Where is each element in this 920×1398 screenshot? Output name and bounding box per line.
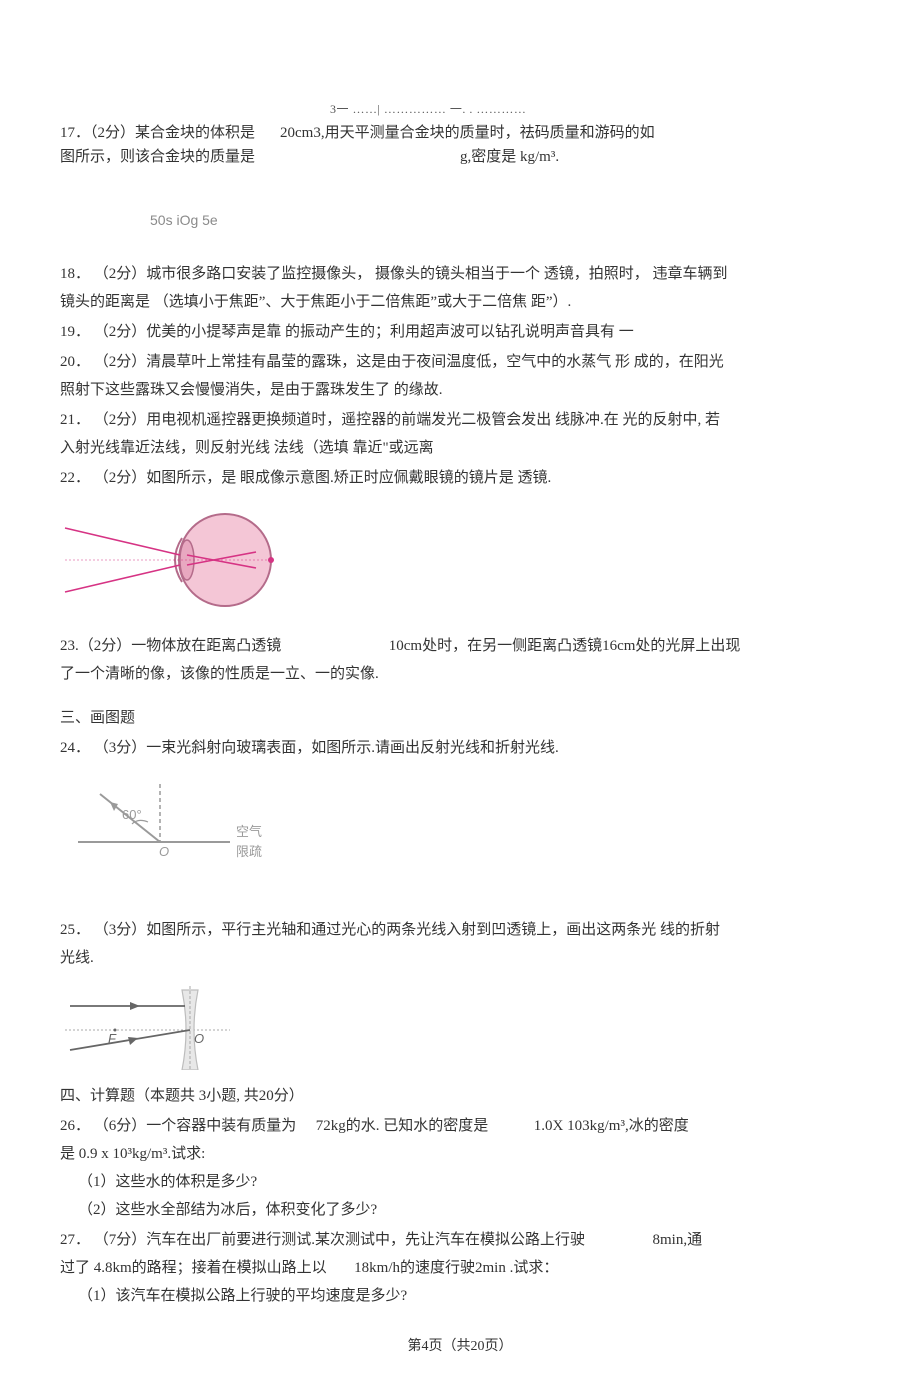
q22-line1: 22． （2分）如图所示，是 眼成像示意图.矫正时应佩戴眼镜的镜片是 透镜.: [60, 466, 860, 490]
section-3-heading: 三、画图题: [60, 706, 860, 730]
question-19: 19． （2分）优美的小提琴声是靠 的振动产生的；利用超声波可以钻孔说明声音具有…: [60, 320, 860, 344]
q26-sub1: （1）这些水的体积是多少?: [60, 1170, 860, 1194]
q27-l1a: 27． （7分）汽车在出厂前要进行测试.某次测试中，先让汽车在模拟公路上行驶: [60, 1232, 585, 1248]
lens-origin-label: O: [194, 1031, 204, 1046]
q26-l1c: 1.0X 103kg/m³,冰的密度: [534, 1118, 689, 1134]
q26-row1: 26． （6分）一个容器中装有质量为 72kg的水. 已知水的密度是 1.0X …: [60, 1114, 860, 1138]
question-24: 24． （3分）一束光斜射向玻璃表面，如图所示.请画出反射光线和折射光线.: [60, 736, 860, 760]
eye-retina-dot: [268, 557, 274, 563]
page-footer: 第4页（共20页）: [60, 1336, 860, 1358]
q18-line2: 镜头的距离是 （选填小于焦距”、大于焦距小于二倍焦距”或大于二倍焦 距”）.: [60, 290, 860, 314]
air-label: 空气: [236, 824, 262, 839]
q17-line1-left: 17．（2分）某合金块的体积是: [60, 121, 280, 145]
question-20: 20． （2分）清晨草叶上常挂有晶莹的露珠，这是由于夜间温度低，空气中的水蒸气 …: [60, 350, 860, 402]
q20-line2: 照射下这些露珠又会慢慢消失，是由于露珠发生了 的缘故.: [60, 378, 860, 402]
angle-label: 60°: [122, 807, 142, 822]
refraction-svg: 60° O 空气 限疏: [60, 774, 270, 874]
q24-line1: 24． （3分）一束光斜射向玻璃表面，如图所示.请画出反射光线和折射光线.: [60, 736, 860, 760]
q21-line2: 入射光线靠近法线，则反射光线 法线（选填 靠近"或远离: [60, 436, 860, 460]
q26-l1b: 72kg的水. 已知水的密度是: [316, 1118, 489, 1134]
origin-label: O: [159, 844, 169, 859]
focus-dot: [114, 1028, 117, 1031]
q19-line1: 19． （2分）优美的小提琴声是靠 的振动产生的；利用超声波可以钻孔说明声音具有…: [60, 320, 860, 344]
question-18: 18． （2分）城市很多路口安装了监控摄像头， 摄像头的镜头相当于一个 透镜，拍…: [60, 262, 860, 314]
question-26: 26． （6分）一个容器中装有质量为 72kg的水. 已知水的密度是 1.0X …: [60, 1114, 860, 1222]
glass-label: 限疏: [236, 844, 262, 859]
center-ray-arrow: [128, 1037, 138, 1045]
parallel-ray-arrow: [130, 1002, 140, 1010]
eye-ray-bottom-in: [65, 565, 180, 592]
q27-row1: 27． （7分）汽车在出厂前要进行测试.某次测试中，先让汽车在模拟公路上行驶 8…: [60, 1228, 860, 1252]
q25-line1: 25． （3分）如图所示，平行主光轴和通过光心的两条光线入射到凹透镜上，画出这两…: [60, 918, 860, 942]
q17-topnote: 3一 ……| …………… 一. . …………: [330, 100, 860, 119]
refraction-diagram: 60° O 空气 限疏: [60, 774, 860, 882]
q17-row1: 17．（2分）某合金块的体积是 20cm3,用天平测量合金块的质量时，祛码质量和…: [60, 121, 860, 145]
q23-line1a: 23.（2分）一物体放在距离凸透镜: [60, 638, 281, 654]
question-25: 25． （3分）如图所示，平行主光轴和通过光心的两条光线入射到凹透镜上，画出这两…: [60, 918, 860, 970]
eye-svg: [60, 500, 280, 620]
focus-label: F: [108, 1031, 117, 1046]
q23-line1b: 10cm处时，在另一侧距离凸透镜16cm处的光屏上出现: [389, 638, 741, 654]
question-23: 23.（2分）一物体放在距离凸透镜 10cm处时，在另一侧距离凸透镜16cm处的…: [60, 634, 860, 686]
q21-line1: 21． （2分）用电视机遥控器更换频道时，遥控器的前端发光二极管会发出 线脉冲.…: [60, 408, 860, 432]
q17-weights-label: 50s iOg 5e: [150, 209, 860, 231]
q27-row2: 过了 4.8km的路程；接着在模拟山路上以 18km/h的速度行驶2min .试…: [60, 1256, 860, 1280]
q23-line2: 了一个清晰的像，该像的性质是一立、一的实像.: [60, 662, 860, 686]
q27-l2b: 18km/h的速度行驶2min .试求：: [354, 1260, 558, 1276]
q17-line1-right: 20cm3,用天平测量合金块的质量时，祛码质量和游码的如: [280, 121, 860, 145]
q17-line2-left: 图所示，则该合金块的质量是: [60, 145, 280, 169]
q27-l1b: 8min,通: [653, 1232, 703, 1248]
q20-line1: 20． （2分）清晨草叶上常挂有晶莹的露珠，这是由于夜间温度低，空气中的水蒸气 …: [60, 350, 860, 374]
q26-line2: 是 0.9 x 10³kg/m³.试求:: [60, 1142, 860, 1166]
eye-diagram: [60, 500, 860, 628]
q27-l2a: 过了 4.8km的路程；接着在模拟山路上以: [60, 1260, 327, 1276]
concave-lens-diagram: F O: [60, 980, 860, 1078]
q23-row1: 23.（2分）一物体放在距离凸透镜 10cm处时，在另一侧距离凸透镜16cm处的…: [60, 634, 860, 658]
eye-ray-top-in: [65, 528, 180, 555]
q17-line2-right: g,密度是 kg/m³.: [280, 145, 860, 169]
lens-svg: F O: [60, 980, 270, 1070]
q26-l1a: 26． （6分）一个容器中装有质量为: [60, 1118, 296, 1134]
q17-row2: 图所示，则该合金块的质量是 g,密度是 kg/m³.: [60, 145, 860, 169]
q26-sub2: （2）这些水全部结为冰后，体积变化了多少?: [60, 1198, 860, 1222]
q18-line1: 18． （2分）城市很多路口安装了监控摄像头， 摄像头的镜头相当于一个 透镜，拍…: [60, 262, 860, 286]
question-27: 27． （7分）汽车在出厂前要进行测试.某次测试中，先让汽车在模拟公路上行驶 8…: [60, 1228, 860, 1308]
q25-line2: 光线.: [60, 946, 860, 970]
question-17: 3一 ……| …………… 一. . ………… 17．（2分）某合金块的体积是 2…: [60, 100, 860, 232]
question-22: 22． （2分）如图所示，是 眼成像示意图.矫正时应佩戴眼镜的镜片是 透镜.: [60, 466, 860, 490]
section-4-heading: 四、计算题（本题共 3小题, 共20分）: [60, 1084, 860, 1108]
q27-sub1: （1）该汽车在模拟公路上行驶的平均速度是多少?: [60, 1284, 860, 1308]
question-21: 21． （2分）用电视机遥控器更换频道时，遥控器的前端发光二极管会发出 线脉冲.…: [60, 408, 860, 460]
